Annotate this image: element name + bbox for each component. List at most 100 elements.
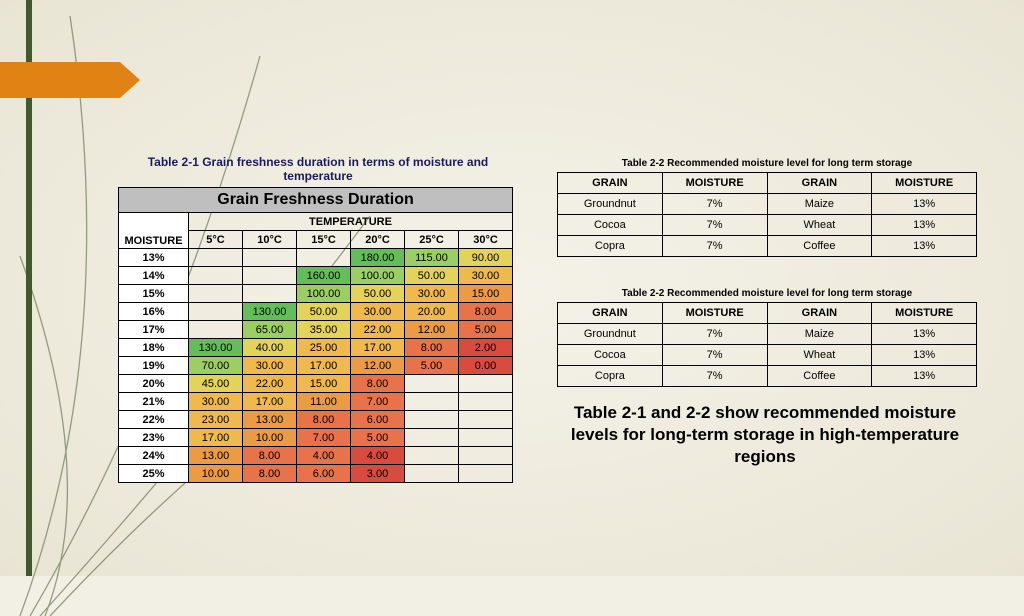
t21-cell [405, 393, 459, 411]
rt-cell: 13% [872, 324, 977, 345]
t21-cell: 180.00 [351, 249, 405, 267]
rt-col-header: GRAIN [558, 173, 663, 194]
t21-cell: 22.00 [351, 321, 405, 339]
t21-cell: 8.00 [459, 303, 513, 321]
t21-cell: 23.00 [189, 411, 243, 429]
t21-row-header: 24% [119, 447, 189, 465]
t21-row-header: 13% [119, 249, 189, 267]
rt-cell: 13% [872, 236, 977, 257]
rt-col-header: MOISTURE [662, 303, 767, 324]
rt-cell: Coffee [767, 366, 872, 387]
t21-col-header: 30°C [459, 231, 513, 249]
t21-cell: 25.00 [297, 339, 351, 357]
t21-cell [243, 249, 297, 267]
t21-row-header: 22% [119, 411, 189, 429]
t21-cell [459, 411, 513, 429]
t21-cell: 10.00 [189, 465, 243, 483]
t21-cell [459, 447, 513, 465]
table-2-2b-container: Table 2-2 Recommended moisture level for… [557, 288, 977, 387]
t21-cell: 17.00 [243, 393, 297, 411]
t21-cell: 115.00 [405, 249, 459, 267]
t21-row-header: 19% [119, 357, 189, 375]
t21-cell: 15.00 [297, 375, 351, 393]
rt-cell: 13% [872, 194, 977, 215]
t21-cell: 30.00 [351, 303, 405, 321]
rt-col-header: MOISTURE [872, 303, 977, 324]
rt-col-header: GRAIN [767, 303, 872, 324]
t21-cell: 50.00 [351, 285, 405, 303]
t21-cell: 17.00 [189, 429, 243, 447]
t21-row-header: 21% [119, 393, 189, 411]
table-2-2a: GRAINMOISTUREGRAINMOISTUREGroundnut7%Mai… [557, 172, 977, 257]
t21-cell: 40.00 [243, 339, 297, 357]
t21-col-header: 15°C [297, 231, 351, 249]
rt-cell: 13% [872, 215, 977, 236]
t21-cell: 130.00 [189, 339, 243, 357]
t21-cell: 90.00 [459, 249, 513, 267]
t21-cell: 22.00 [243, 375, 297, 393]
t21-cell: 50.00 [297, 303, 351, 321]
rt-cell: Groundnut [558, 324, 663, 345]
t21-cell: 0.00 [459, 357, 513, 375]
t21-cell: 130.00 [243, 303, 297, 321]
rt-cell: Maize [767, 324, 872, 345]
rt-cell: 7% [662, 324, 767, 345]
t21-cell [405, 375, 459, 393]
table-2-2a-caption: Table 2-2 Recommended moisture level for… [557, 158, 977, 169]
t21-cell: 4.00 [297, 447, 351, 465]
rt-cell: Copra [558, 366, 663, 387]
t21-cell [297, 249, 351, 267]
rt-cell: Copra [558, 236, 663, 257]
t21-cell: 100.00 [351, 267, 405, 285]
t21-col-header: 20°C [351, 231, 405, 249]
t21-cell: 35.00 [297, 321, 351, 339]
t21-cell [189, 321, 243, 339]
rt-col-header: MOISTURE [662, 173, 767, 194]
t21-cell: 30.00 [243, 357, 297, 375]
t21-cell [243, 267, 297, 285]
table-2-1-container: Table 2-1 Grain freshness duration in te… [118, 155, 518, 483]
t21-cell: 8.00 [405, 339, 459, 357]
t21-cell: 45.00 [189, 375, 243, 393]
t21-cell [405, 465, 459, 483]
t21-cell [189, 267, 243, 285]
t21-row-header: 23% [119, 429, 189, 447]
t21-cell: 13.00 [189, 447, 243, 465]
table-2-2b-caption: Table 2-2 Recommended moisture level for… [557, 288, 977, 299]
t21-cell: 10.00 [243, 429, 297, 447]
t21-cell: 7.00 [297, 429, 351, 447]
rt-col-header: GRAIN [767, 173, 872, 194]
t21-row-header: 16% [119, 303, 189, 321]
t21-row-header: 20% [119, 375, 189, 393]
rt-cell: 7% [662, 345, 767, 366]
t21-cell: 17.00 [297, 357, 351, 375]
t21-row-header: 14% [119, 267, 189, 285]
t21-col-header: 25°C [405, 231, 459, 249]
t21-cell: 3.00 [351, 465, 405, 483]
t21-cell [459, 375, 513, 393]
rt-cell: Cocoa [558, 215, 663, 236]
t21-cell: 12.00 [351, 357, 405, 375]
t21-cell [459, 393, 513, 411]
t21-cell: 2.00 [459, 339, 513, 357]
footer-caption: Table 2-1 and 2-2 show recommended moist… [570, 402, 960, 468]
table-2-2b: GRAINMOISTUREGRAINMOISTUREGroundnut7%Mai… [557, 302, 977, 387]
rt-cell: Coffee [767, 236, 872, 257]
t21-cell [459, 465, 513, 483]
t21-cell: 15.00 [459, 285, 513, 303]
rt-cell: Wheat [767, 215, 872, 236]
t21-cell: 70.00 [189, 357, 243, 375]
rt-cell: Groundnut [558, 194, 663, 215]
rt-cell: 7% [662, 194, 767, 215]
t21-row-header: 18% [119, 339, 189, 357]
t21-row-header: 17% [119, 321, 189, 339]
rt-cell: Wheat [767, 345, 872, 366]
t21-cell: 6.00 [351, 411, 405, 429]
rt-cell: 7% [662, 366, 767, 387]
table-2-2a-container: Table 2-2 Recommended moisture level for… [557, 158, 977, 257]
t21-cell: 17.00 [351, 339, 405, 357]
rt-cell: 13% [872, 345, 977, 366]
t21-cell [405, 429, 459, 447]
rt-cell: Cocoa [558, 345, 663, 366]
t21-temp-header: TEMPERATURE [189, 213, 513, 231]
